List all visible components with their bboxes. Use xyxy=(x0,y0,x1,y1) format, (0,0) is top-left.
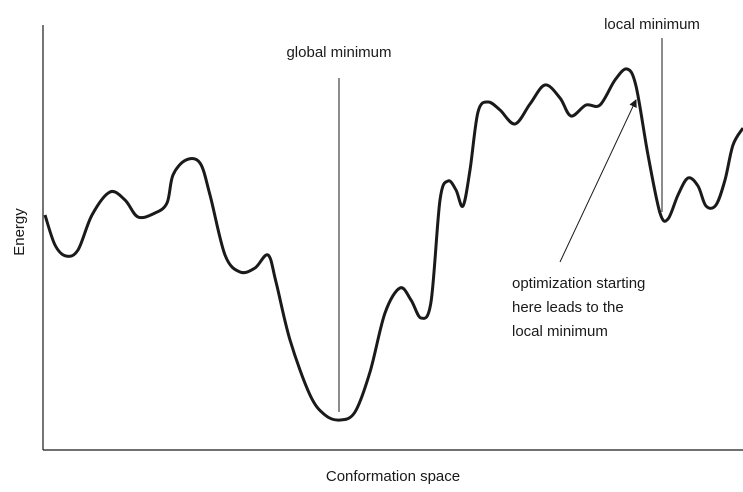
note-line: local minimum xyxy=(512,323,608,340)
arrow xyxy=(559,99,637,263)
energy-curve xyxy=(43,67,743,422)
local-minimum-label: local minimum xyxy=(604,16,700,33)
global-minimum-label: global minimum xyxy=(286,44,391,61)
y-axis-label: Energy xyxy=(11,208,28,256)
note-line: here leads to the xyxy=(512,299,624,316)
note-line: optimization starting xyxy=(512,275,645,292)
x-axis-label: Conformation space xyxy=(326,468,460,485)
